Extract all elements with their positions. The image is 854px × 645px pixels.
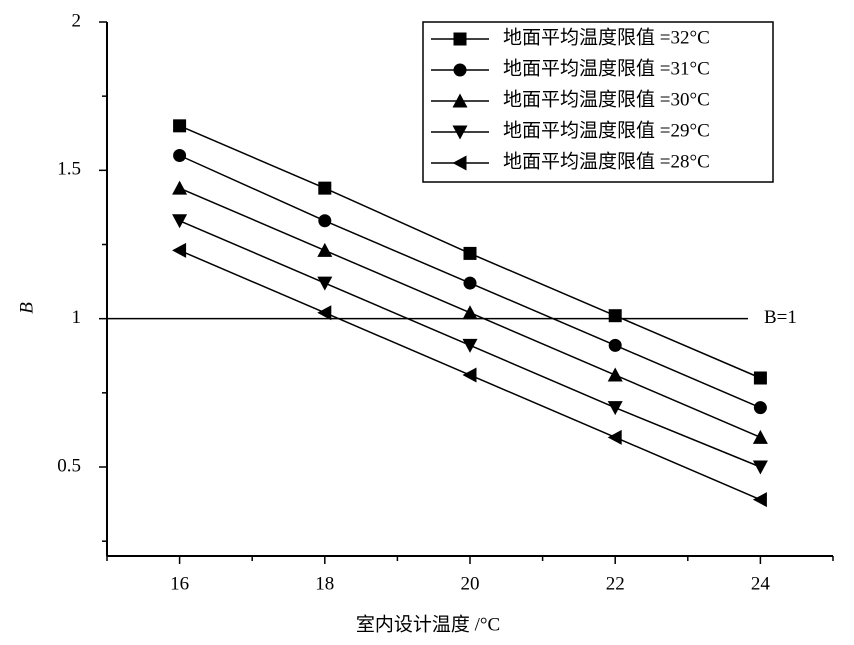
data-point (607, 429, 622, 445)
data-point (317, 276, 333, 291)
x-tick-label: 22 (606, 573, 625, 594)
x-tick-label: 20 (461, 573, 480, 594)
x-axis-label: 室内设计温度 /°C (356, 613, 500, 635)
data-point (318, 181, 332, 195)
legend-label: 地面平均温度限值 =28°C (503, 150, 710, 172)
y-tick-label: 1 (72, 307, 82, 328)
y-tick-label: 2 (72, 10, 82, 31)
x-tick-label: 18 (315, 573, 334, 594)
legend-box (422, 21, 774, 183)
data-point (752, 460, 768, 475)
data-point (752, 492, 767, 508)
data-point (607, 401, 623, 416)
data-point (753, 371, 767, 385)
y-axis-label: B (16, 302, 37, 314)
legend-marker (452, 93, 468, 108)
legend-marker (452, 125, 468, 140)
legend-marker (453, 63, 467, 77)
data-point (317, 305, 332, 321)
data-point (463, 276, 477, 290)
data-point (752, 429, 768, 444)
data-point (608, 338, 622, 352)
legend-marker (452, 155, 467, 171)
legend-label: 地面平均温度限值 =32°C (503, 26, 710, 48)
legend-marker (453, 32, 467, 46)
data-point (463, 246, 477, 260)
data-point (173, 119, 187, 133)
legend-label: 地面平均温度限值 =31°C (503, 57, 710, 79)
data-point (172, 242, 187, 258)
y-tick-label: 1.5 (57, 159, 81, 180)
y-tick-label: 0.5 (57, 455, 81, 476)
x-tick-label: 24 (751, 573, 771, 594)
legend-label: 地面平均温度限值 =30°C (503, 88, 710, 110)
data-point (462, 338, 478, 353)
data-point (172, 214, 188, 229)
x-tick-label: 16 (170, 573, 189, 594)
data-point (607, 367, 623, 382)
data-point (608, 309, 622, 323)
data-point (462, 305, 478, 320)
reference-line-label: B=1 (764, 307, 797, 328)
data-point (317, 242, 333, 257)
legend-label: 地面平均温度限值 =29°C (503, 119, 710, 141)
data-point (462, 367, 477, 383)
data-point (318, 214, 332, 228)
data-point (753, 401, 767, 415)
data-point (173, 149, 187, 162)
data-point (172, 180, 188, 195)
